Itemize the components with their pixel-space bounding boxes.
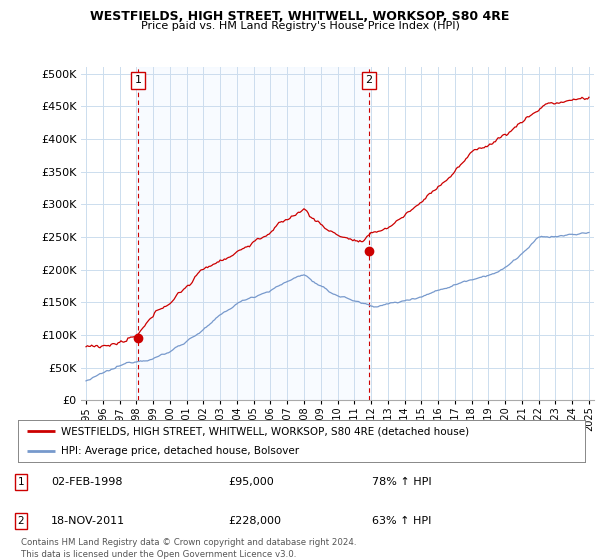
Text: 1: 1 [134, 75, 142, 85]
Text: £228,000: £228,000 [228, 516, 281, 526]
Text: 1: 1 [17, 477, 25, 487]
Text: WESTFIELDS, HIGH STREET, WHITWELL, WORKSOP, S80 4RE: WESTFIELDS, HIGH STREET, WHITWELL, WORKS… [91, 10, 509, 23]
Text: 02-FEB-1998: 02-FEB-1998 [51, 477, 122, 487]
Text: Price paid vs. HM Land Registry's House Price Index (HPI): Price paid vs. HM Land Registry's House … [140, 21, 460, 31]
Text: £95,000: £95,000 [228, 477, 274, 487]
Text: 63% ↑ HPI: 63% ↑ HPI [372, 516, 431, 526]
Text: 78% ↑ HPI: 78% ↑ HPI [372, 477, 431, 487]
Text: Contains HM Land Registry data © Crown copyright and database right 2024.
This d: Contains HM Land Registry data © Crown c… [21, 538, 356, 559]
Text: WESTFIELDS, HIGH STREET, WHITWELL, WORKSOP, S80 4RE (detached house): WESTFIELDS, HIGH STREET, WHITWELL, WORKS… [61, 426, 469, 436]
Text: 2: 2 [17, 516, 25, 526]
Text: 18-NOV-2011: 18-NOV-2011 [51, 516, 125, 526]
Text: 2: 2 [365, 75, 373, 85]
Text: HPI: Average price, detached house, Bolsover: HPI: Average price, detached house, Bols… [61, 446, 299, 456]
Bar [138, 67, 369, 400]
